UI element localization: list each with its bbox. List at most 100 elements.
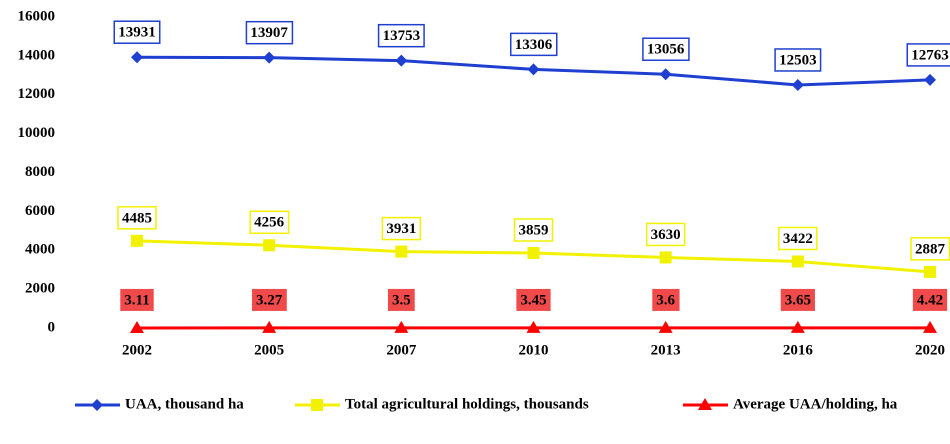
label-box [113,20,161,44]
legend-label: Average UAA/holding, ha [733,396,898,412]
label-box [513,218,554,242]
point [263,239,276,252]
y-tick-label: 0 [48,319,56,335]
data-label-box: 3.5 [387,288,415,311]
data-label: 3630 [651,227,681,243]
data-label-box: 3931 [381,216,422,241]
data-label: 3.5 [392,292,411,308]
label-box [381,216,422,241]
data-label-box: 3630 [645,222,686,247]
label-box [249,210,290,235]
point [924,73,936,86]
data-label-box: 3.27 [252,288,287,311]
label-box [645,222,686,247]
data-label-box: 4.42 [912,288,948,311]
y-tick-label: 16000 [18,8,56,24]
legend-marker [311,399,323,411]
data-label-box: 13306 [510,32,558,57]
data-label: 4485 [122,210,152,226]
label-box [516,288,551,311]
label-box [377,23,425,48]
data-label-box: 2887 [910,237,950,261]
point [659,68,672,81]
data-label: 12763 [911,47,949,63]
point [395,245,408,258]
data-label-box: 3.11 [120,288,154,311]
legend-marker [91,399,103,411]
data-label-box: 3.65 [780,288,815,311]
point [659,251,672,264]
data-label-box: 3422 [778,226,818,251]
data-label: 13306 [515,37,553,53]
x-tick-label: 2013 [651,342,681,358]
data-label: 3.6 [656,292,675,308]
label-box [510,32,558,57]
data-label-box: 3859 [513,218,554,242]
data-label: 4256 [254,215,285,231]
data-label: 13931 [118,25,156,41]
label-box [774,48,822,72]
label-box [252,288,287,311]
y-tick-label: 10000 [18,125,56,141]
y-tick-label: 12000 [18,86,56,102]
data-label: 3.27 [256,292,283,308]
point [658,320,673,333]
x-tick-label: 2016 [783,342,814,358]
data-label-box: 13056 [642,37,690,61]
data-label: 12503 [779,52,817,68]
data-label: 2887 [915,241,946,257]
data-label: 3.65 [785,292,811,308]
data-label: 3.11 [124,292,149,308]
point [131,234,143,247]
data-label-box: 3.45 [516,288,551,311]
data-label: 13056 [647,42,685,58]
data-label: 3859 [519,222,549,238]
legend-marker [698,398,712,410]
data-label-box: 13907 [245,20,294,45]
x-tick-label: 2002 [122,342,152,358]
label-box [120,288,154,311]
data-label-box: 3.6 [652,288,680,311]
point [395,54,408,67]
label-box [780,288,815,311]
data-label-box: 4485 [117,206,157,230]
label-box [387,288,415,311]
point [394,320,409,333]
label-box [778,226,818,251]
point [924,265,936,278]
point [130,320,144,333]
data-label: 3.45 [520,292,546,308]
data-label-box: 13753 [377,23,425,48]
point [263,51,276,64]
point [790,320,805,333]
y-tick-label: 6000 [25,203,55,219]
label-box [245,20,294,45]
point [527,63,540,76]
y-tick-label: 2000 [25,281,55,297]
legend-label: Total agricultural holdings, thousands [345,396,589,412]
data-label-box: 4256 [249,210,290,235]
label-box [912,288,948,311]
y-tick-label: 14000 [18,47,56,63]
data-label: 13907 [250,25,288,41]
point [791,78,804,91]
data-label: 4.42 [917,292,943,308]
data-label-box: 13931 [113,20,161,44]
data-label: 3931 [386,221,416,237]
point [923,320,937,333]
point [526,320,541,333]
x-tick-label: 2020 [915,342,945,358]
x-tick-label: 2005 [254,342,284,358]
y-tick-label: 8000 [25,164,55,180]
point [527,246,540,259]
point [791,255,804,268]
label-box [906,43,950,67]
x-tick-label: 2007 [386,342,417,358]
legend-label: UAA, thousand ha [125,396,244,412]
point [131,51,143,64]
data-label-box: 12763 [906,43,950,67]
data-label: 13753 [383,28,421,44]
label-box [642,37,690,61]
y-tick-label: 4000 [25,242,55,258]
